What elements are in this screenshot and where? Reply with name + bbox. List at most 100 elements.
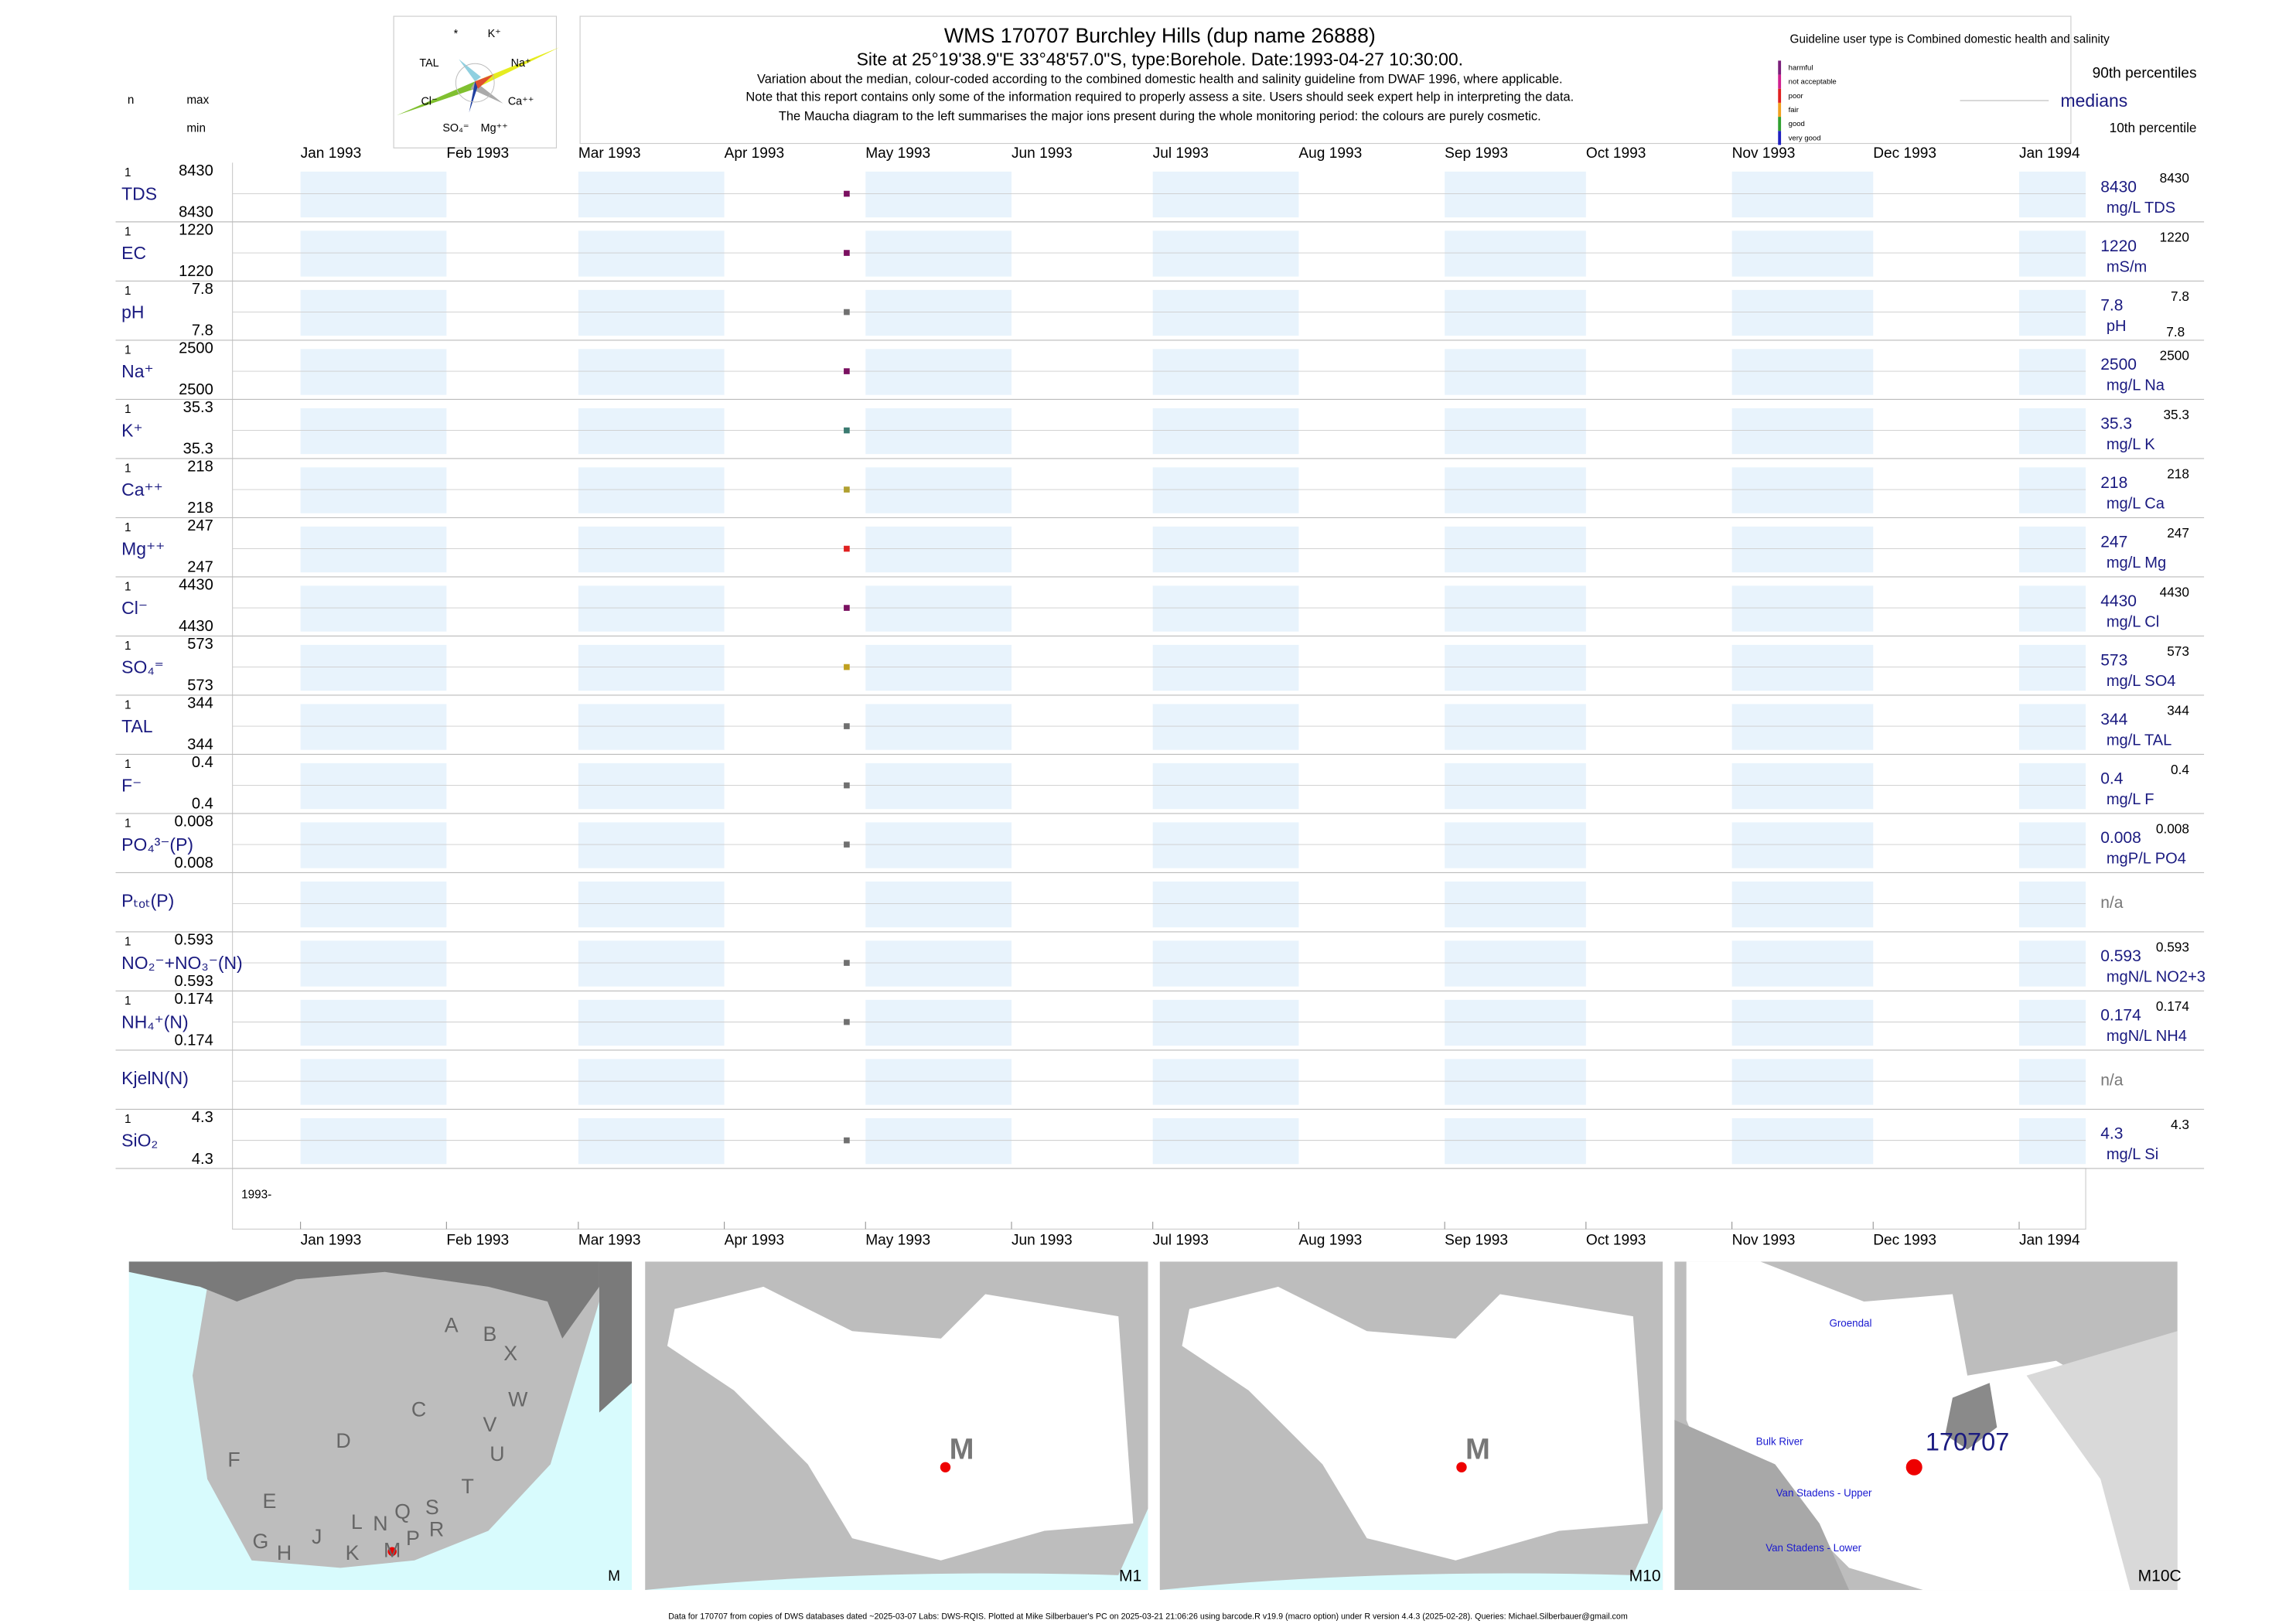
month-band [1731,467,1874,513]
min-value: 1220 [179,263,213,280]
month-label: Jan 1993 [301,1233,362,1249]
month-band [2019,940,2086,987]
p90-value: 0.008 [2156,821,2189,836]
map-region [599,1261,633,1413]
n-value: 1 [125,403,131,416]
month-band [300,704,447,750]
month-band [1152,1059,1299,1105]
param-label: Na⁺ [121,361,153,381]
sample-point [844,250,850,256]
max-value: 4.3 [192,1109,213,1126]
month-label: Sep 1993 [1445,145,1508,162]
month-band [300,881,447,928]
month-band [1152,1117,1299,1165]
min-value: 344 [187,736,213,753]
unit: mg/L Na [2107,377,2165,394]
maucha-label: Ca⁺⁺ [508,96,534,108]
month-band [2019,467,2086,513]
unit: mgN/L NO2+3 [2107,969,2206,986]
month-band [2019,230,2086,277]
sample-point [844,545,850,552]
month-band [2019,881,2086,928]
month-band [865,644,1012,691]
maucha-label: SO₄⁼ [442,122,469,135]
median-value: 218 [2100,474,2127,492]
month-band [300,999,447,1046]
month-band [1731,1117,1874,1165]
month-band [1445,940,1586,987]
month-band [1445,585,1586,632]
month-label: Jul 1993 [1153,1233,1209,1249]
month-label: Apr 1993 [725,1233,785,1249]
unit: mgN/L NH4 [2107,1028,2187,1045]
month-band [578,526,725,573]
month-label: Jun 1993 [1012,145,1073,162]
month-band [865,763,1012,810]
map-caption: M10 [1629,1567,1661,1585]
n-value: 1 [125,640,131,653]
maucha-sector [459,59,481,82]
note: Variation about the median, colour-coded… [757,73,1563,87]
min-value: 218 [187,500,213,517]
month-label: Sep 1993 [1445,1233,1508,1249]
month-label: Aug 1993 [1298,145,1362,162]
region-label: A [445,1314,459,1337]
median-value: 2500 [2100,356,2137,374]
maucha-circle [455,63,495,103]
guideline-text: Guideline user type is Combined domestic… [1790,33,2110,46]
month-band [300,526,447,573]
month-band [1152,881,1299,928]
month-band [2019,999,2086,1046]
sample-point [844,782,850,789]
sample-point [844,368,850,374]
max-value: 573 [187,636,213,653]
median-value: n/a [2100,894,2124,912]
month-band [578,644,725,691]
map-region [1674,1420,1850,1591]
month-band [578,1059,725,1105]
maucha-sector [469,81,479,113]
param-label: Cl⁻ [121,598,148,618]
month-band [865,822,1012,868]
median-value: 4.3 [2100,1125,2123,1143]
region-label: Q [394,1500,411,1523]
month-band [1731,881,1874,928]
median-value: 8430 [2100,178,2137,196]
month-band [578,763,725,810]
max-value: 218 [187,459,213,476]
unit: pH [2107,318,2127,335]
month-label: Jul 1993 [1153,145,1209,162]
place-label: Van Stadens - Lower [1765,1542,1861,1554]
max-value: 1220 [179,222,213,239]
n-value: 1 [125,521,131,534]
month-label: Nov 1993 [1732,145,1796,162]
month-band [865,1117,1012,1165]
month-band [2019,289,2086,336]
n-label: n [128,94,135,107]
region-label: C [411,1398,426,1421]
month-band [2019,408,2086,455]
min-value: 573 [187,677,213,694]
p90-value: 0.174 [2156,998,2189,1014]
month-label: May 1993 [865,145,930,162]
sample-point [844,841,850,848]
month-band [300,1059,447,1105]
unit: mg/L TAL [2107,732,2171,749]
month-band [300,408,447,455]
month-band [300,349,447,395]
region-label: M [950,1432,974,1465]
map-region [128,1261,599,1339]
p90-value: 247 [2167,525,2189,541]
month-band [1152,763,1299,810]
maucha-sector [475,73,495,89]
month-band [1731,822,1874,868]
max-value: 0.4 [192,754,213,771]
param-label: NO₂⁻+NO₃⁻(N) [121,953,243,973]
n-value: 1 [125,1113,131,1126]
region-label: G [253,1530,269,1553]
min-value: 4430 [179,618,213,635]
month-band [1152,289,1299,336]
guideline-swatch [1778,131,1782,145]
month-band [300,585,447,632]
